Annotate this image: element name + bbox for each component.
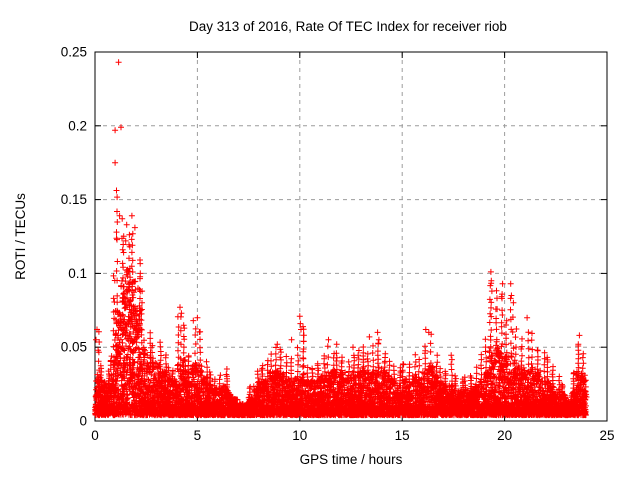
x-tick-label: 20 bbox=[497, 428, 512, 443]
y-tick-label: 0.05 bbox=[61, 340, 87, 355]
y-tick-label: 0.2 bbox=[68, 118, 87, 133]
tick-labels: 0 5 10 15 20 25 0 0.05 0.1 0.15 0.2 0.25 bbox=[61, 45, 615, 444]
x-axis-label: GPS time / hours bbox=[300, 452, 403, 467]
y-tick-label: 0.15 bbox=[61, 192, 87, 207]
scatter-points bbox=[92, 59, 590, 419]
x-tick-label: 15 bbox=[395, 428, 410, 443]
y-tick-label: 0.25 bbox=[61, 45, 87, 60]
x-tick-label: 10 bbox=[292, 428, 307, 443]
y-tick-label: 0 bbox=[79, 414, 87, 429]
x-tick-label: 25 bbox=[599, 428, 614, 443]
x-tick-label: 5 bbox=[194, 428, 202, 443]
y-axis-label: ROTI / TECUs bbox=[13, 193, 28, 280]
plot-border bbox=[94, 51, 608, 422]
y-tick-label: 0.1 bbox=[68, 266, 87, 281]
grid-lines bbox=[95, 52, 607, 421]
axis-ticks bbox=[94, 51, 608, 422]
chart-title: Day 313 of 2016, Rate Of TEC Index for r… bbox=[189, 19, 507, 34]
roti-data-points bbox=[92, 59, 590, 419]
x-tick-label: 0 bbox=[91, 428, 99, 443]
